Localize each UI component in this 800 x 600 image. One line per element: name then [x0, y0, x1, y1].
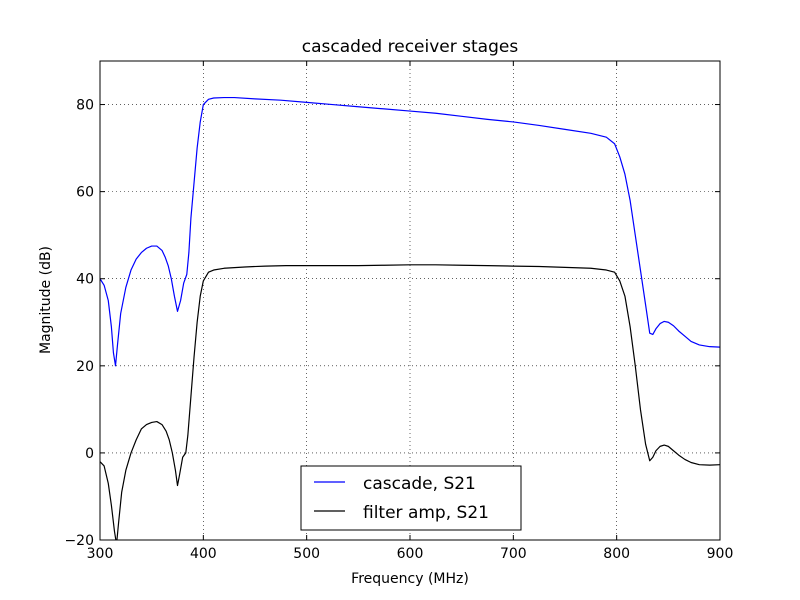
series-line-0 [100, 96, 720, 367]
y-tick-label: 40 [76, 272, 94, 288]
legend-label-cascade: cascade, S21 [363, 474, 476, 494]
y-tick-label: 20 [76, 359, 94, 375]
x-tick-label: 300 [87, 546, 114, 562]
y-tick-label: 80 [76, 98, 94, 114]
chart-title: cascaded receiver stages [302, 37, 519, 57]
grid [100, 61, 720, 540]
axes: 300 400 500 600 700 800 900 −20 0 20 40 60 80 [64, 60, 734, 562]
legend: cascade, S21 filter amp, S21 [300, 465, 522, 531]
y-tick-label: 60 [76, 185, 94, 201]
legend-label-filter-amp: filter amp, S21 [363, 503, 489, 523]
x-tick-label: 800 [603, 546, 630, 562]
series-line-1 [100, 264, 720, 540]
x-axis-label: Frequency (MHz) [351, 571, 469, 587]
legend-box [300, 465, 522, 531]
y-tick-label: −20 [64, 533, 94, 549]
x-tick-label: 900 [707, 546, 734, 562]
x-tick-label: 500 [293, 546, 320, 562]
series-lines [100, 96, 720, 540]
x-tick-label: 400 [190, 546, 217, 562]
x-tick-label: 700 [500, 546, 527, 562]
x-tick-label: 600 [397, 546, 424, 562]
y-tick-label: 0 [85, 446, 94, 462]
y-axis-label: Magnitude (dB) [38, 246, 54, 354]
